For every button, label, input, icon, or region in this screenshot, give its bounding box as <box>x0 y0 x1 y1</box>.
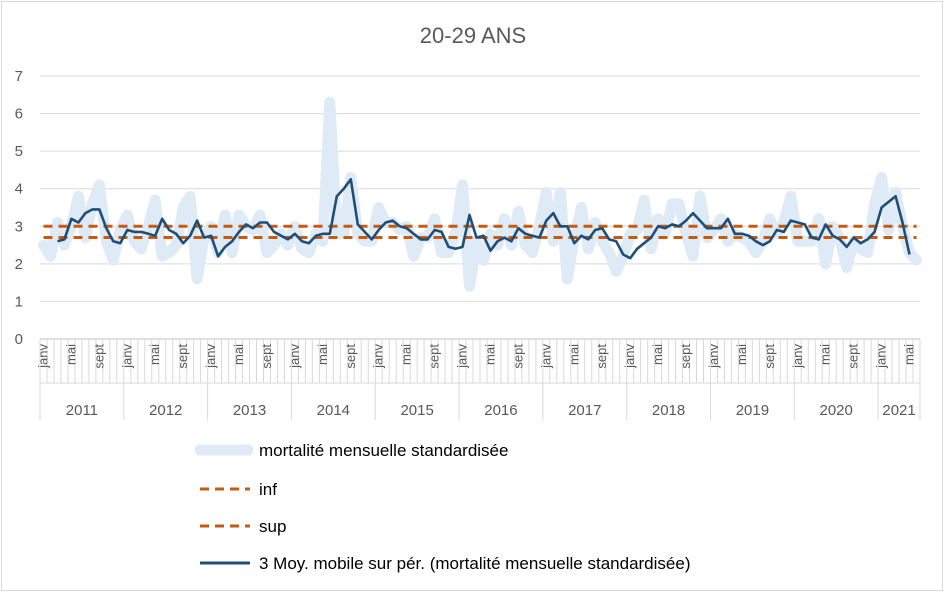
chart-title: 20-29 ANS <box>420 23 526 48</box>
x-month-label: janv <box>371 344 386 369</box>
x-month-label: mai <box>315 344 330 365</box>
x-month-label: sept <box>175 344 190 369</box>
x-month-label: mai <box>734 344 749 365</box>
x-month-label: janv <box>36 344 51 369</box>
x-month-label: janv <box>622 344 637 369</box>
x-month-label: janv <box>538 344 553 369</box>
plot-area <box>38 96 922 292</box>
x-month-label: mai <box>147 344 162 365</box>
x-month-label: sept <box>259 344 274 369</box>
x-month-label: mai <box>566 344 581 365</box>
x-month-label: sept <box>427 344 442 369</box>
x-month-label: sept <box>510 344 525 369</box>
x-year-label: 2011 <box>66 402 98 419</box>
x-year-label: 2018 <box>652 402 685 419</box>
series-monthly-mortality <box>38 96 922 292</box>
x-month-label: mai <box>231 344 246 365</box>
y-axis-ticks: 0 1 2 3 4 5 6 7 <box>15 68 23 348</box>
x-month-label: janv <box>874 344 889 369</box>
legend-label-monthly: mortalité mensuelle standardisée <box>259 441 508 460</box>
legend-label-sup: sup <box>259 517 286 536</box>
x-month-label: sept <box>678 344 693 369</box>
x-year-label: 2012 <box>149 402 182 419</box>
x-year-label: 2014 <box>317 402 350 419</box>
x-year-label: 2021 <box>882 402 915 419</box>
y-tick-label: 4 <box>15 181 23 198</box>
legend-label-moving-average: 3 Moy. mobile sur pér. (mortalité mensue… <box>259 554 690 573</box>
x-month-label: sept <box>343 344 358 369</box>
series-moving-average <box>57 178 911 260</box>
x-month-label: mai <box>483 344 498 365</box>
y-tick-label: 0 <box>15 331 23 348</box>
x-month-label: sept <box>91 344 106 369</box>
x-month-label: mai <box>818 344 833 365</box>
y-tick-label: 1 <box>15 293 23 310</box>
x-year-label: 2015 <box>400 402 433 419</box>
x-month-label: sept <box>594 344 609 369</box>
x-axis: janv mai sept janv mai sept janv mai sept janv mai… <box>36 338 921 420</box>
x-month-label: janv <box>706 344 721 369</box>
x-month-label: sept <box>846 344 861 369</box>
y-tick-label: 3 <box>15 218 23 235</box>
y-tick-label: 5 <box>15 143 23 160</box>
y-tick-label: 2 <box>15 256 23 273</box>
x-year-label: 2016 <box>484 402 517 419</box>
x-month-label: mai <box>63 344 78 365</box>
x-month-label: mai <box>902 344 917 365</box>
x-year-label: 2019 <box>736 402 769 419</box>
x-month-label: janv <box>790 344 805 369</box>
y-tick-label: 6 <box>15 106 23 123</box>
legend: mortalité mensuelle standardisée inf sup… <box>194 441 690 573</box>
x-month-label: mai <box>650 344 665 365</box>
x-year-label: 2020 <box>820 402 853 419</box>
x-month-label: janv <box>287 344 302 369</box>
x-month-label: janv <box>119 344 134 369</box>
x-month-label: sept <box>762 344 777 369</box>
x-month-label: mai <box>399 344 414 365</box>
x-year-label: 2013 <box>233 402 266 419</box>
x-month-label: janv <box>203 344 218 369</box>
x-year-label: 2017 <box>568 402 601 419</box>
x-month-label: janv <box>455 344 470 369</box>
legend-label-inf: inf <box>259 480 277 499</box>
y-tick-label: 7 <box>15 68 23 85</box>
